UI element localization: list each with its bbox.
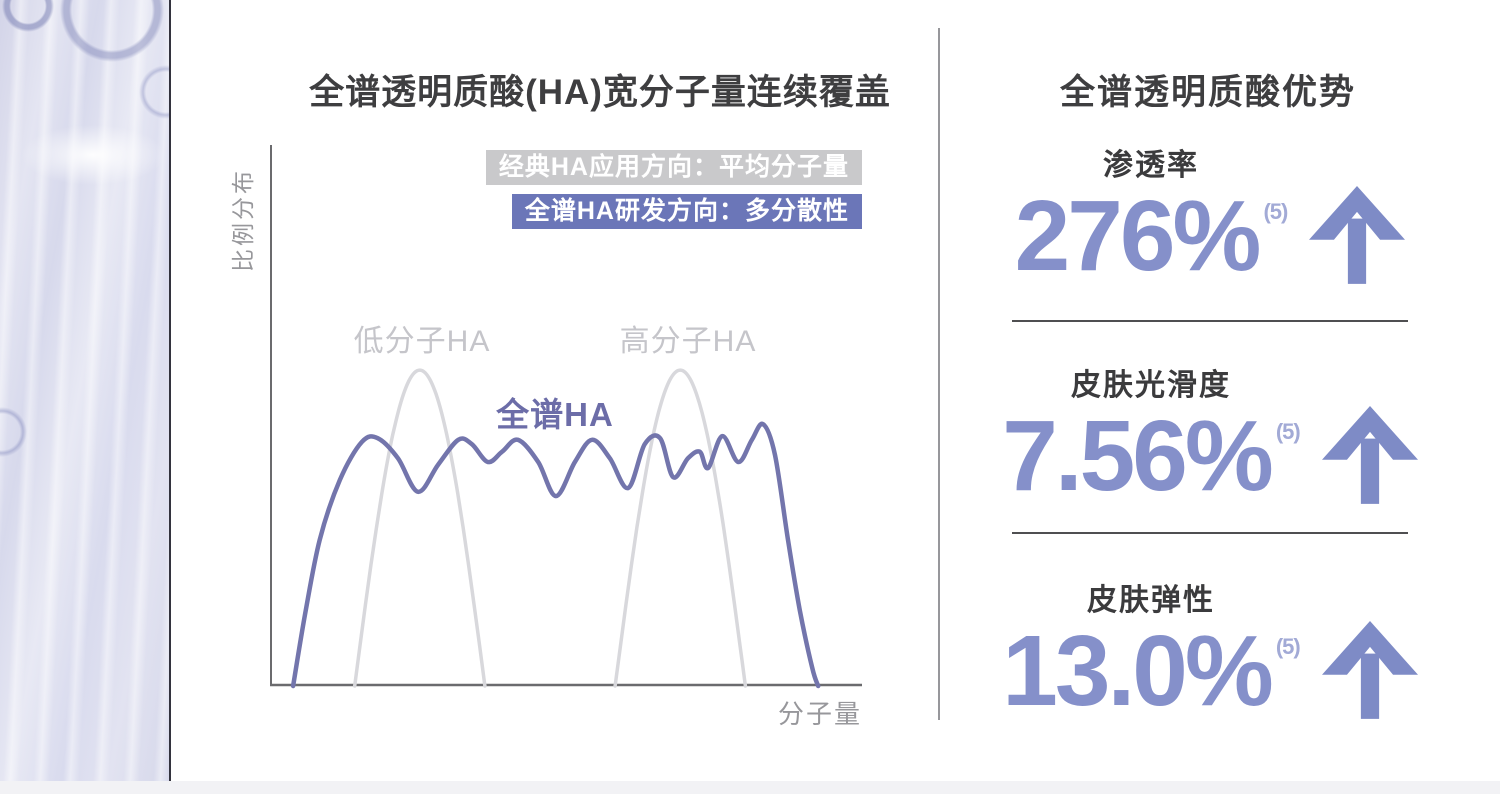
curve-label-full-ha: 全谱HA [496,396,614,433]
curve-low-ha [352,368,487,688]
stat-smoothness: 皮肤光滑度 7.56% (5) [1002,360,1418,506]
curve-high-ha [613,368,748,688]
stat-label: 皮肤光滑度 [1071,368,1231,402]
footnote-marker: (5) [1275,418,1301,444]
stat-label: 渗透率 [1103,148,1199,182]
footnote-marker: (5) [1263,198,1288,224]
stat-value: 7.56% [1002,399,1274,512]
stat-divider [1012,532,1408,534]
legend-classic-ha-badge: 经典HA应用方向：平均分子量 [485,150,862,185]
x-axis-label: 分子量 [777,699,862,729]
chart-svg [270,145,862,689]
stat-elasticity: 皮肤弹性 13.0% (5) [1002,575,1418,721]
bottom-edge-strip [0,781,1500,794]
chart-legend: 经典HA应用方向：平均分子量 全谱HA研发方向：多分散性 [485,150,862,229]
gel-texture-image [0,0,171,794]
up-arrow-icon [1309,185,1406,284]
y-axis-label: 比例分布 [230,168,256,272]
curve-label-high-ha: 高分子HA [619,325,757,358]
stat-value: 276% [1014,179,1262,292]
legend-full-spectrum-ha-badge: 全谱HA研发方向：多分散性 [511,194,862,229]
stat-penetration: 渗透率 276% (5) [1012,140,1408,286]
stat-value: 13.0% [1002,614,1274,727]
advantages-title: 全谱透明质酸优势 [1059,73,1356,112]
stat-divider [1012,320,1408,322]
footnote-marker: (5) [1275,633,1301,659]
up-arrow-icon [1321,405,1418,504]
stat-label: 皮肤弹性 [1087,583,1215,617]
panel-divider [938,28,940,720]
up-arrow-icon [1321,620,1418,719]
chart-title: 全谱透明质酸(HA)宽分子量连续覆盖 [309,73,891,112]
curve-label-low-ha: 低分子HA [353,325,491,358]
curve-full-ha [290,421,821,689]
